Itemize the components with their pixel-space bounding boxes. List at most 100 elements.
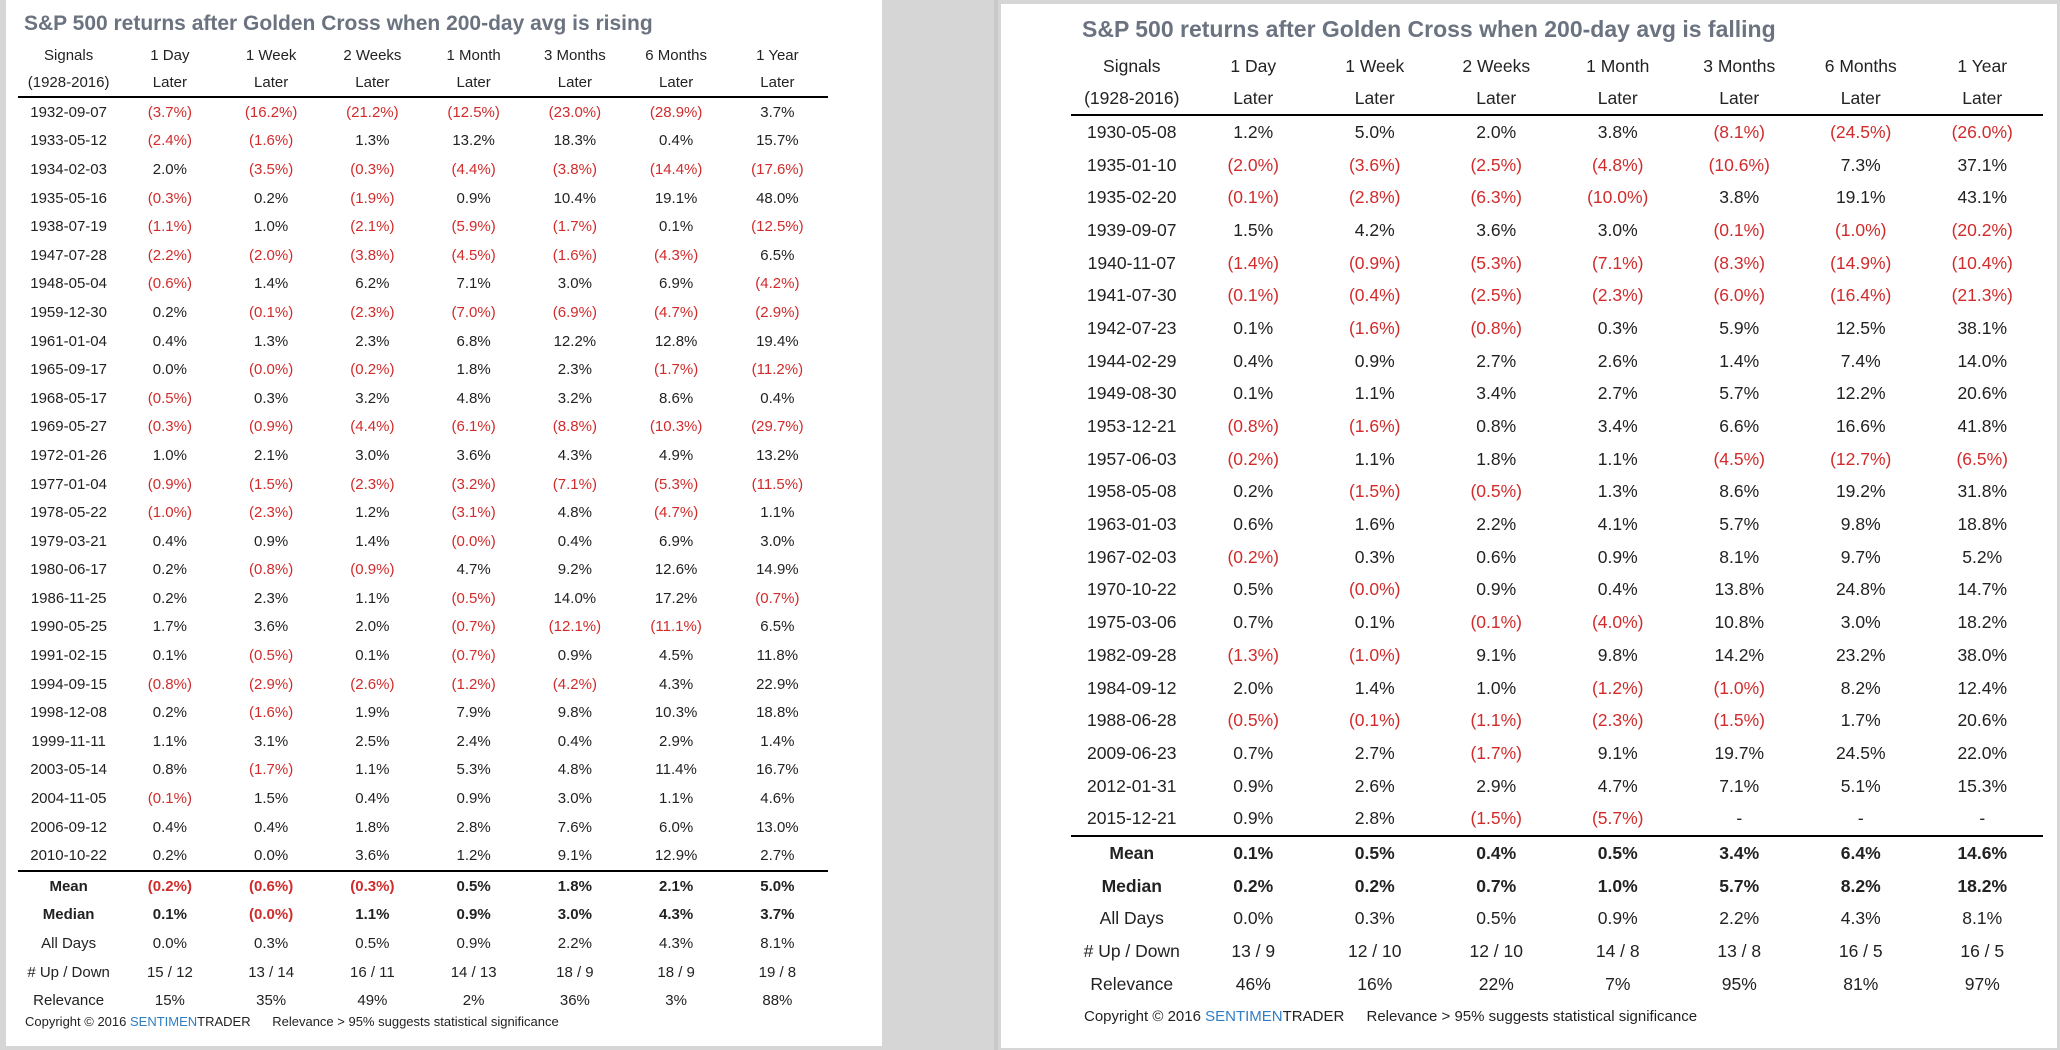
return-cell: 2.8%: [1354, 808, 1395, 829]
return-cell: 1.3%: [254, 332, 289, 350]
signal-date-cell: 1998-12-08: [30, 704, 107, 722]
summary-value-cell: 0.5%: [423, 870, 525, 901]
return-cell: 2.1%: [254, 446, 289, 464]
return-cell: 0.7%: [1233, 742, 1274, 763]
return-cell: (17.6%): [751, 160, 804, 178]
column-subheader: (1928-2016): [1071, 82, 1193, 116]
return-cell: 2.7%: [1597, 383, 1638, 404]
summary-row: Median 0.2% 0.2% 0.7% 1.0% 5.7% 8.2% 18.2%: [1071, 870, 2043, 903]
header-row-bottom: (1928-2016) Later Later Later Later Later Late…: [18, 69, 828, 98]
return-cell: (4.7%): [654, 303, 699, 321]
return-cell: (4.8%): [1591, 154, 1644, 175]
summary-value-cell: 0.5%: [1557, 835, 1679, 870]
summary-label-cell: All Days: [41, 935, 97, 953]
return-cell: (1.0%): [147, 504, 192, 522]
return-cell: (0.9%): [147, 475, 192, 493]
column-header: 1 Year: [756, 47, 799, 64]
table-row: 1935-05-16 (0.3%) 0.2% (1.9%) 0.9% 10.4% 19.1%…: [18, 184, 828, 213]
return-cell: (10.4%): [1951, 252, 2013, 273]
return-cell: 0.4%: [557, 532, 592, 550]
return-cell: 15.3%: [1957, 775, 2008, 796]
return-cell: 4.5%: [659, 647, 694, 665]
return-cell: (0.3%): [350, 160, 395, 178]
summary-value-cell: 0.9%: [456, 935, 491, 953]
return-cell: 3.6%: [456, 446, 491, 464]
return-cell: (12.5%): [751, 218, 804, 236]
return-cell: (2.1%): [350, 218, 395, 236]
summary-value-cell: 0.0%: [1233, 908, 1274, 929]
return-cell: (23.0%): [548, 103, 602, 121]
return-cell: 9.1%: [1597, 742, 1638, 763]
column-header: 1 Year: [1957, 55, 2008, 76]
return-cell: 10.8%: [1714, 612, 1765, 633]
return-cell: (0.8%): [1227, 416, 1280, 437]
return-cell: (1.5%): [1348, 481, 1401, 502]
return-cell: -: [1857, 808, 1864, 829]
column-header: 6 Months: [645, 47, 707, 64]
return-cell: (11.5%): [751, 475, 804, 493]
summary-value-cell: 8.2%: [1840, 875, 1881, 896]
signal-date-cell: 1972-01-26: [30, 446, 107, 464]
return-cell: (0.1%): [249, 303, 294, 321]
return-cell: 6.5%: [760, 246, 795, 264]
return-cell: 18.3%: [553, 132, 597, 150]
column-subheader: Later: [1435, 82, 1557, 116]
return-cell: (29.7%): [751, 418, 804, 436]
return-cell: 22.9%: [756, 675, 799, 693]
return-cell: (2.3%): [350, 475, 395, 493]
summary-value-cell: 2.2%: [1719, 908, 1760, 929]
table-row: 1953-12-21 (0.8%) (1.6%) 0.8% 3.4% 6.6% 16.6% 4…: [1071, 410, 2043, 443]
return-cell: (6.5%): [1956, 448, 2009, 469]
summary-value-cell: 81%: [1843, 973, 1879, 994]
return-cell: 0.8%: [1476, 416, 1517, 437]
return-cell: 5.1%: [1840, 775, 1881, 796]
return-cell: (1.5%): [1713, 710, 1766, 731]
summary-value-cell: 2%: [462, 992, 485, 1010]
return-cell: 38.0%: [1957, 644, 2008, 665]
table-row: 1990-05-25 1.7% 3.6% 2.0% (0.7%) (12.1%) (11.1…: [18, 613, 828, 642]
summary-row: All Days 0.0% 0.3% 0.5% 0.9% 2.2% 4.3% 8.1%: [1071, 903, 2043, 936]
return-cell: (4.4%): [350, 418, 395, 436]
table-row: 1967-02-03 (0.2%) 0.3% 0.6% 0.9% 8.1% 9.7% 5.2%: [1071, 541, 2043, 574]
table-row: 1959-12-30 0.2% (0.1%) (2.3%) (7.0%) (6.9%) (4…: [18, 298, 828, 327]
return-cell: 3.0%: [1597, 219, 1638, 240]
column-header: Signals: [44, 47, 94, 64]
signal-date-cell: 1942-07-23: [1086, 317, 1177, 338]
table-row: 2009-06-23 0.7% 2.7% (1.7%) 9.1% 19.7% 24.5% 22…: [1071, 737, 2043, 770]
return-cell: 4.8%: [456, 389, 491, 407]
header-row-bottom: (1928-2016) Later Later Later Later Later Late…: [1071, 82, 2043, 116]
return-cell: 2.0%: [1476, 121, 1517, 142]
return-cell: (0.8%): [249, 561, 294, 579]
return-cell: 0.1%: [1233, 383, 1274, 404]
return-cell: (0.0%): [451, 532, 496, 550]
return-cell: 1.7%: [1840, 710, 1881, 731]
column-header: 6 Months: [1824, 55, 1897, 76]
return-cell: 1.4%: [1354, 677, 1395, 698]
return-cell: 0.9%: [456, 189, 491, 207]
return-cell: 12.9%: [654, 847, 698, 865]
table-row: 1939-09-07 1.5% 4.2% 3.6% 3.0% (0.1%) (1.0%) (2…: [1071, 214, 2043, 247]
signal-date-cell: 1994-09-15: [30, 675, 107, 693]
return-cell: 3.0%: [557, 275, 592, 293]
return-cell: (4.0%): [1591, 612, 1644, 633]
summary-value-cell: 0.9%: [456, 906, 491, 924]
signal-date-cell: 1967-02-03: [1086, 546, 1177, 567]
return-cell: 4.2%: [1354, 219, 1395, 240]
summary-value-cell: 18.2%: [1957, 875, 2008, 896]
summary-value-cell: 5.7%: [1719, 875, 1760, 896]
return-cell: (2.3%): [249, 504, 294, 522]
return-cell: 6.8%: [456, 332, 491, 350]
return-cell: (0.1%): [1227, 285, 1280, 306]
return-cell: 41.8%: [1957, 416, 2008, 437]
return-cell: 18.8%: [756, 704, 799, 722]
table-row: 1961-01-04 0.4% 1.3% 2.3% 6.8% 12.2% 12.8% 19.4…: [18, 327, 828, 356]
relevance-note: Relevance > 95% suggests statistical sig…: [1366, 1008, 1698, 1025]
return-cell: (1.9%): [350, 189, 395, 207]
return-cell: 9.7%: [1840, 546, 1881, 567]
return-cell: 3.0%: [355, 446, 390, 464]
return-cell: (0.9%): [249, 418, 294, 436]
return-cell: (2.5%): [1470, 154, 1523, 175]
return-cell: 2.7%: [760, 847, 795, 865]
return-cell: (0.5%): [249, 647, 294, 665]
signal-date-cell: 1979-03-21: [30, 532, 107, 550]
